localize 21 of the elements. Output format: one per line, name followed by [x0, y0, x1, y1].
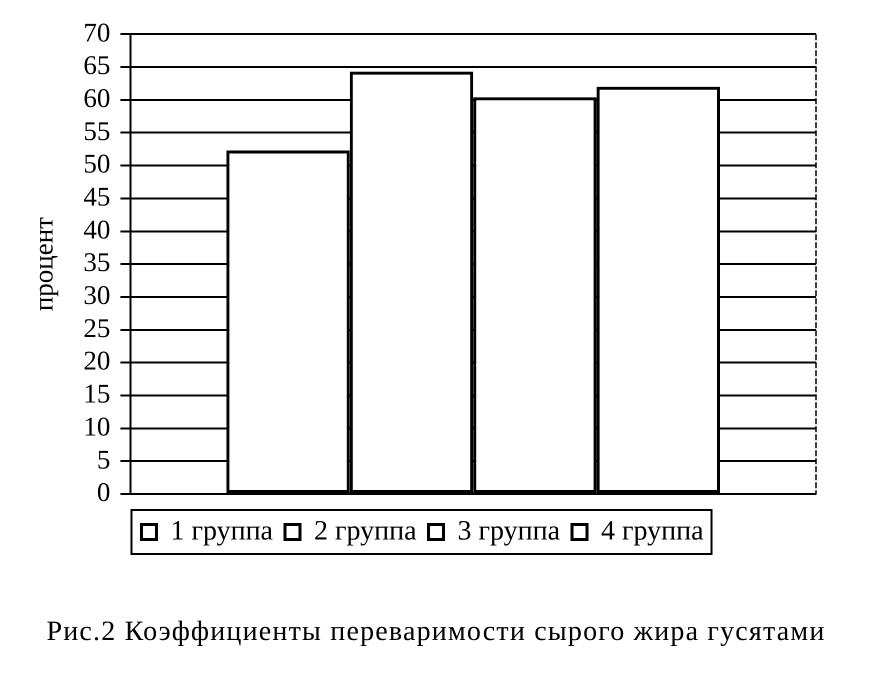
y-tick-label: 55	[83, 116, 110, 146]
legend-label: 1 группа	[170, 515, 274, 546]
y-tick-label: 35	[83, 247, 110, 278]
y-tick-label: 65	[83, 50, 110, 80]
y-tick-label: 15	[83, 378, 110, 409]
y-tick-label: 30	[83, 280, 110, 310]
y-tick-label: 5	[96, 444, 110, 474]
y-tick-label: 20	[83, 346, 110, 376]
y-tick-label: 45	[83, 182, 110, 212]
text: Рис.2 Коэффициенты переваримости сырого жира гусятами	[45, 616, 827, 648]
y-tick-label: 40	[83, 214, 110, 244]
y-tick-label: 0	[96, 477, 110, 508]
y-tick-label: 25	[83, 312, 110, 343]
y-tick-label: 60	[83, 82, 110, 113]
y-tick-label: 70	[83, 17, 110, 48]
legend-label: 2 группа	[314, 515, 418, 546]
legend-label: 3 группа	[458, 515, 561, 546]
y-tick-label: 50	[83, 148, 110, 179]
y-tick-label: 10	[83, 411, 110, 442]
legend-label: 4 группа	[601, 515, 704, 546]
y-axis-title: процент	[28, 216, 58, 312]
